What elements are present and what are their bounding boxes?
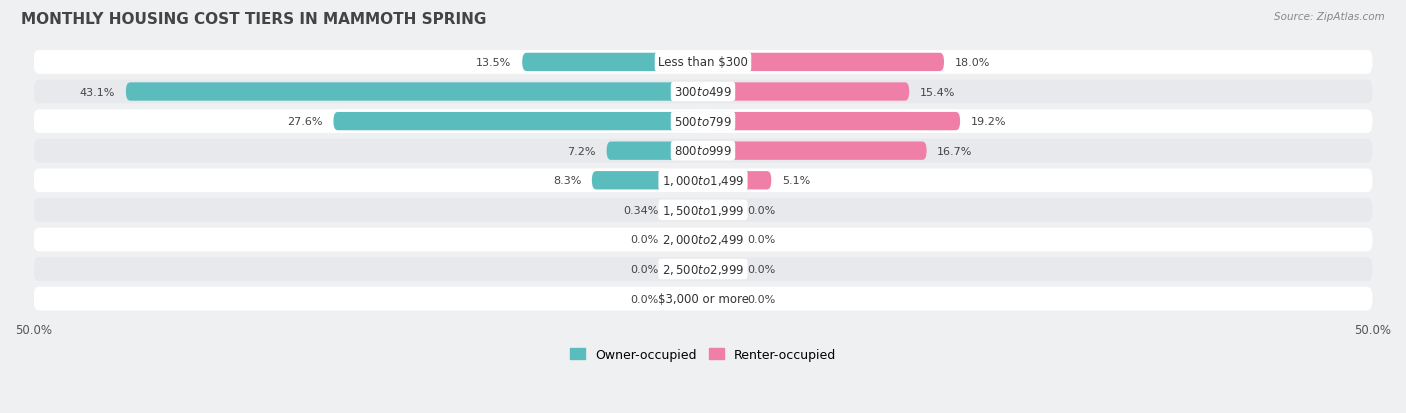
FancyBboxPatch shape [34,287,1372,311]
FancyBboxPatch shape [34,258,1372,281]
Text: 27.6%: 27.6% [287,117,323,127]
Text: $2,500 to $2,999: $2,500 to $2,999 [662,262,744,276]
Text: 8.3%: 8.3% [553,176,581,186]
FancyBboxPatch shape [703,172,772,190]
Text: $800 to $999: $800 to $999 [673,145,733,158]
Text: $2,000 to $2,499: $2,000 to $2,499 [662,233,744,247]
FancyBboxPatch shape [669,231,703,249]
Text: $1,000 to $1,499: $1,000 to $1,499 [662,174,744,188]
FancyBboxPatch shape [669,260,703,278]
Text: 18.0%: 18.0% [955,58,990,68]
FancyBboxPatch shape [333,113,703,131]
FancyBboxPatch shape [34,140,1372,163]
FancyBboxPatch shape [703,260,737,278]
Text: 0.34%: 0.34% [623,205,659,215]
Text: 15.4%: 15.4% [920,87,955,97]
Text: 13.5%: 13.5% [477,58,512,68]
FancyBboxPatch shape [703,54,943,72]
FancyBboxPatch shape [34,199,1372,222]
Text: 0.0%: 0.0% [747,264,776,274]
FancyBboxPatch shape [669,201,703,219]
FancyBboxPatch shape [703,142,927,161]
Text: 0.0%: 0.0% [630,294,659,304]
Text: 7.2%: 7.2% [568,146,596,156]
Text: Source: ZipAtlas.com: Source: ZipAtlas.com [1274,12,1385,22]
Text: 0.0%: 0.0% [630,235,659,245]
Text: 0.0%: 0.0% [630,264,659,274]
FancyBboxPatch shape [34,81,1372,104]
FancyBboxPatch shape [606,142,703,161]
FancyBboxPatch shape [127,83,703,102]
FancyBboxPatch shape [703,113,960,131]
FancyBboxPatch shape [703,231,737,249]
Text: 0.0%: 0.0% [747,205,776,215]
Text: MONTHLY HOUSING COST TIERS IN MAMMOTH SPRING: MONTHLY HOUSING COST TIERS IN MAMMOTH SP… [21,12,486,27]
Text: 5.1%: 5.1% [782,176,810,186]
FancyBboxPatch shape [34,51,1372,75]
Text: $300 to $499: $300 to $499 [673,86,733,99]
FancyBboxPatch shape [703,83,910,102]
Legend: Owner-occupied, Renter-occupied: Owner-occupied, Renter-occupied [565,343,841,366]
FancyBboxPatch shape [592,172,703,190]
Text: 0.0%: 0.0% [747,294,776,304]
FancyBboxPatch shape [669,290,703,308]
Text: $1,500 to $1,999: $1,500 to $1,999 [662,203,744,217]
FancyBboxPatch shape [703,201,737,219]
FancyBboxPatch shape [703,290,737,308]
Text: 0.0%: 0.0% [747,235,776,245]
Text: 19.2%: 19.2% [970,117,1007,127]
Text: 16.7%: 16.7% [938,146,973,156]
FancyBboxPatch shape [34,110,1372,133]
Text: $500 to $799: $500 to $799 [673,115,733,128]
FancyBboxPatch shape [522,54,703,72]
Text: Less than $300: Less than $300 [658,56,748,69]
Text: $3,000 or more: $3,000 or more [658,292,748,305]
Text: 43.1%: 43.1% [80,87,115,97]
FancyBboxPatch shape [34,228,1372,252]
FancyBboxPatch shape [34,169,1372,192]
